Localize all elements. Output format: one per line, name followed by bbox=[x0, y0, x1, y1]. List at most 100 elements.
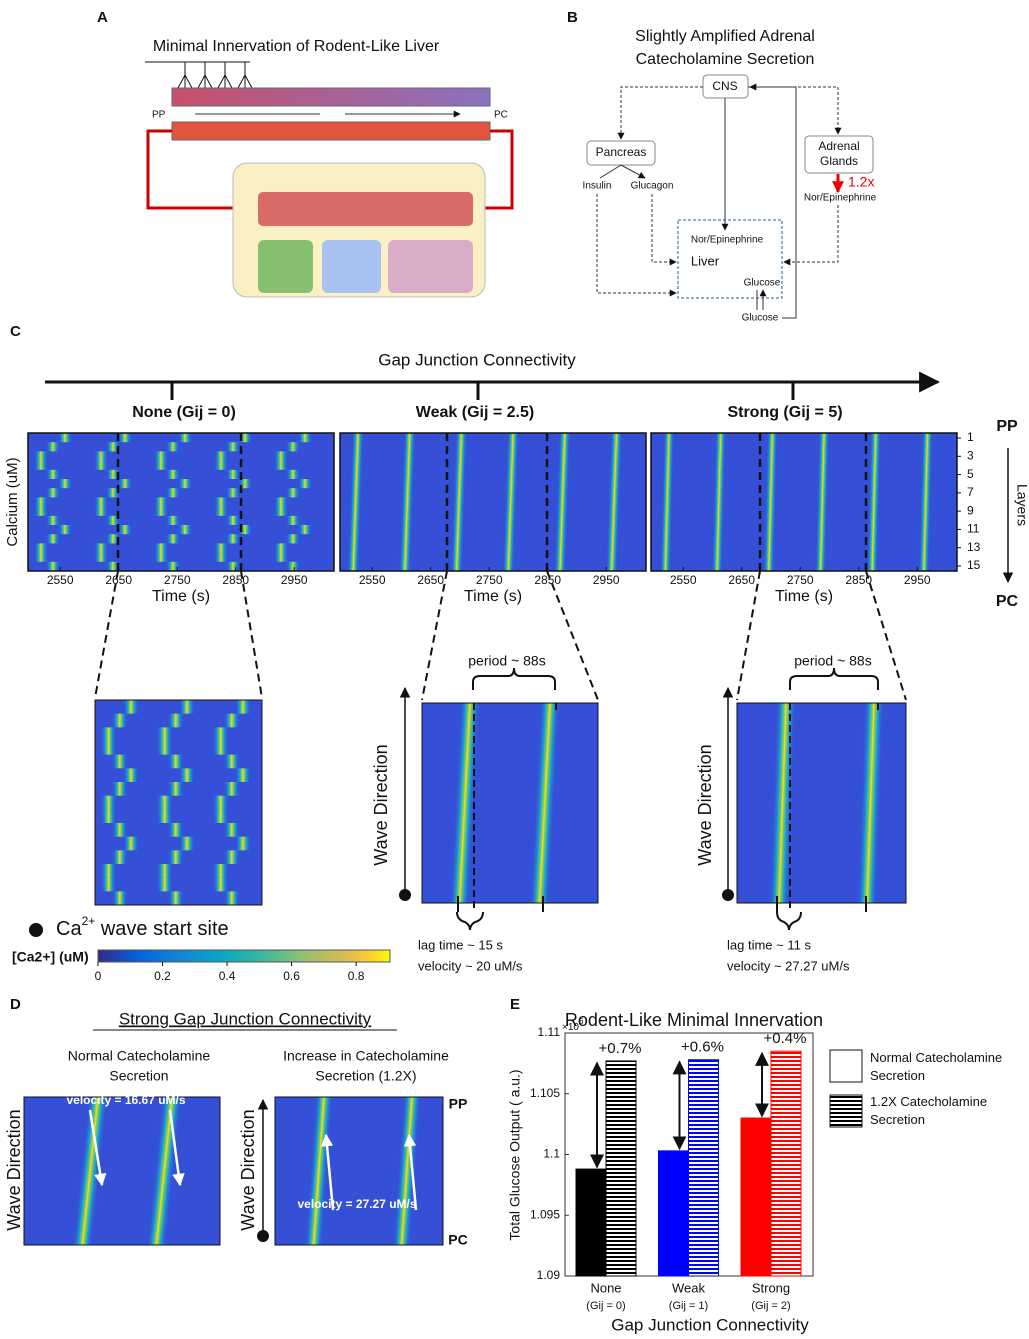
heatmap-cell bbox=[286, 534, 300, 544]
heatmap-cell bbox=[34, 506, 48, 516]
bar bbox=[688, 1059, 719, 1277]
label: PC bbox=[494, 110, 508, 121]
label: Wave Direction bbox=[4, 1109, 24, 1230]
heatmap-cell bbox=[280, 714, 296, 728]
heatmap-cell bbox=[106, 561, 120, 571]
heatmap-stripe bbox=[553, 433, 571, 571]
heatmap-cell bbox=[223, 754, 240, 769]
box bbox=[388, 240, 473, 293]
heatmap-frame bbox=[650, 432, 958, 572]
heatmap-cell bbox=[212, 795, 229, 810]
label: PP bbox=[152, 110, 166, 121]
heatmap-cell bbox=[280, 755, 296, 769]
heatmap-cell bbox=[67, 700, 83, 714]
heatmap-cell bbox=[106, 488, 120, 498]
annotation: lag time ~ 11 s bbox=[727, 937, 811, 952]
heatmap-cell bbox=[45, 878, 61, 892]
subtitle: Secretion (1.2X) bbox=[315, 1068, 416, 1084]
x-tick-label: 2650 bbox=[728, 573, 755, 587]
legend-dot bbox=[29, 923, 43, 937]
start-dot bbox=[722, 889, 734, 901]
stripe-group bbox=[449, 703, 480, 903]
heatmap-cell bbox=[274, 543, 288, 553]
edge bbox=[757, 290, 763, 310]
axis-tick bbox=[170, 382, 795, 400]
stripe-group bbox=[72, 1097, 108, 1245]
heatmap-cell bbox=[46, 561, 60, 571]
colorbar-tick-label: 0.4 bbox=[219, 969, 236, 983]
x-axis-label: Time (s) bbox=[775, 588, 833, 605]
y-tick-label: 13 bbox=[967, 540, 981, 554]
heatmap-cell bbox=[167, 891, 184, 905]
stripe-group bbox=[553, 433, 571, 571]
wave-arrow bbox=[320, 1133, 335, 1211]
panel-label: C bbox=[10, 323, 21, 340]
heatmap-cell bbox=[45, 727, 61, 741]
heatmap-cell bbox=[226, 534, 240, 544]
zoom-frame bbox=[94, 699, 263, 906]
stripe-group bbox=[814, 433, 830, 571]
y-tick-label: 1 bbox=[967, 430, 974, 444]
heatmap-cell bbox=[167, 823, 184, 837]
heatmap-cell bbox=[154, 460, 168, 470]
brace bbox=[456, 911, 484, 931]
legend-swatch bbox=[829, 1049, 863, 1083]
label: PP bbox=[449, 1096, 468, 1112]
heatmap-cell bbox=[156, 795, 173, 810]
heatmap-cell bbox=[286, 442, 300, 452]
heatmap-cell bbox=[166, 534, 180, 544]
legend-text: wave start site bbox=[95, 918, 228, 940]
label: Layers bbox=[1014, 484, 1029, 526]
annotation: 1.2x bbox=[848, 174, 874, 190]
heatmap-cell bbox=[223, 713, 240, 728]
heatmap-stripe bbox=[502, 433, 520, 571]
heatmap-cell bbox=[94, 506, 108, 516]
heatmap-cell bbox=[212, 741, 229, 755]
annotation: velocity ~ 20 uM/s bbox=[418, 958, 523, 973]
stripe-group bbox=[763, 433, 778, 571]
x-tick-label: 2950 bbox=[281, 573, 308, 587]
legend-swatch bbox=[829, 1094, 863, 1128]
annotation: period ~ 88s bbox=[794, 653, 871, 669]
x-axis-label: Time (s) bbox=[464, 588, 522, 605]
stripe-group bbox=[857, 703, 884, 903]
start-dot bbox=[257, 1230, 269, 1242]
heatmap-cell bbox=[167, 850, 184, 864]
heatmap-cell bbox=[214, 552, 228, 562]
label: PC bbox=[448, 1232, 467, 1248]
stripe-group bbox=[347, 433, 364, 571]
heatmap-cell bbox=[100, 795, 117, 810]
annotation: +0.4% bbox=[764, 1030, 807, 1047]
heatmap-cell bbox=[123, 768, 139, 782]
velocity-label: velocity = 27.27 uM/s bbox=[297, 1197, 416, 1211]
node-label: Pancreas bbox=[596, 145, 647, 159]
heatmap-cell bbox=[45, 809, 61, 823]
heatmap-cell bbox=[156, 809, 173, 823]
subtitle: Secretion bbox=[109, 1068, 168, 1084]
heatmap-cell bbox=[269, 741, 285, 755]
heatmap-frame bbox=[274, 1096, 444, 1246]
heatmap-cell bbox=[238, 479, 252, 489]
heatmap-cell bbox=[46, 515, 60, 525]
heatmap-cell bbox=[238, 433, 252, 443]
heatmap bbox=[449, 703, 560, 903]
x-tick-label: 2550 bbox=[47, 573, 74, 587]
heatmap-cell bbox=[280, 850, 296, 864]
x-tick-label: 2550 bbox=[359, 573, 386, 587]
heatmap-cell bbox=[45, 741, 61, 755]
node-label: Nor/Epinephrine bbox=[691, 235, 764, 246]
heatmap-cell bbox=[156, 864, 173, 878]
node-label: Glands bbox=[820, 154, 858, 168]
y-tick-label: 1.11 bbox=[538, 1025, 561, 1039]
x-tick-sublabel: (Gij = 2) bbox=[751, 1300, 790, 1312]
heatmap-cell bbox=[111, 782, 128, 796]
panel-b: Slightly Amplified Adrenal Catecholamine… bbox=[583, 28, 877, 323]
heatmap-bg bbox=[651, 433, 957, 571]
start-dot bbox=[399, 889, 411, 901]
heatmap-cell bbox=[100, 741, 117, 755]
zoom-connector bbox=[94, 570, 907, 701]
brace bbox=[789, 667, 879, 690]
panel-c: Gap Junction Connectivity None (Gij = 0)… bbox=[4, 350, 1029, 973]
